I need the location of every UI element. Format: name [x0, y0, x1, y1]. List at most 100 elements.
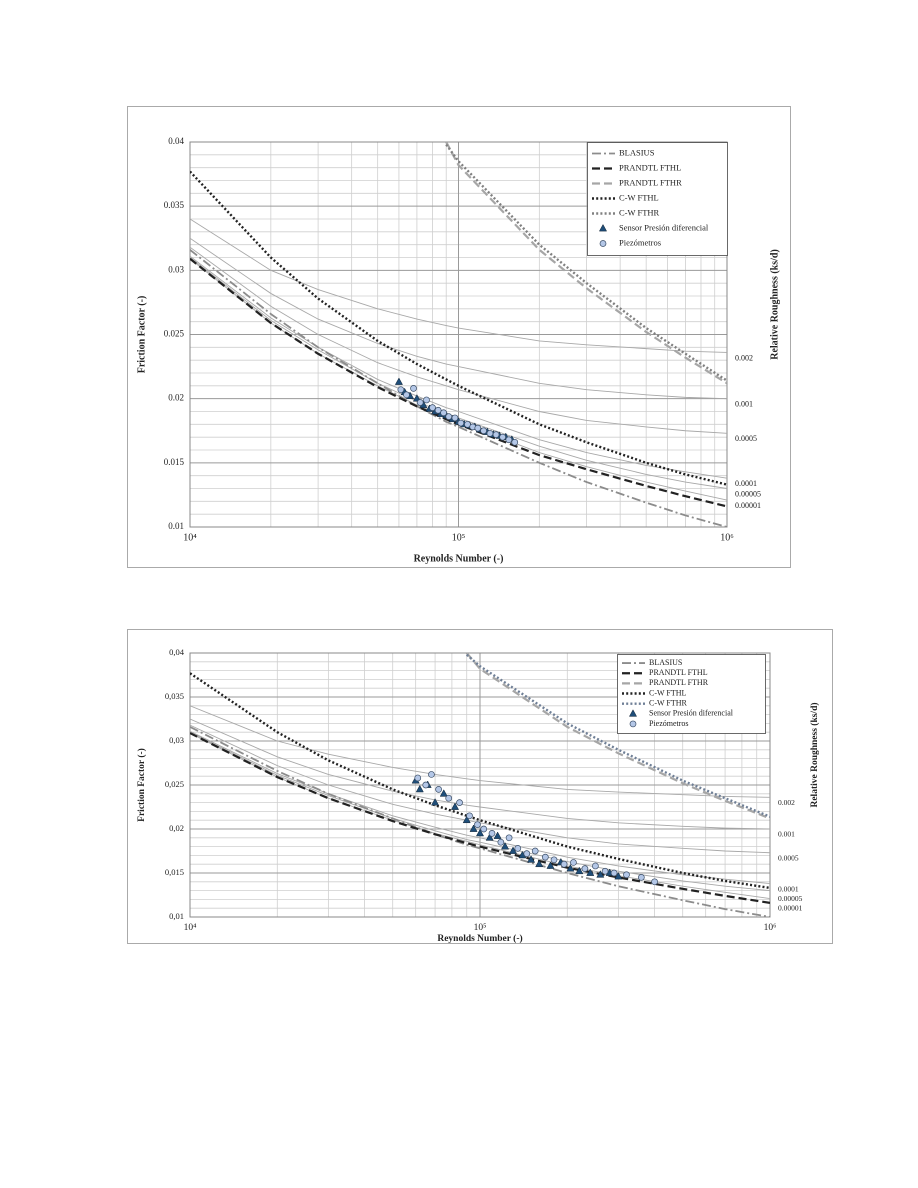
data-point: [422, 781, 430, 789]
legend-swatch: [598, 223, 608, 232]
series-line: [190, 726, 770, 917]
legend-label: Piezómetros: [619, 237, 661, 247]
y2-axis-label: Relative Roughness (ks/d): [769, 249, 780, 360]
data-point: [434, 406, 442, 414]
y-tick-label: 0.015: [164, 457, 185, 467]
y-axis-label: Friction Factor (-): [136, 748, 147, 822]
data-point: [423, 396, 430, 404]
data-point: [410, 385, 417, 392]
data-point: [586, 868, 595, 876]
roughness-curve: [190, 732, 770, 899]
data-point: [523, 850, 531, 857]
roughness-curve: [190, 718, 770, 830]
roughness-label: 0.00001: [778, 903, 803, 912]
x-tick-label: 10⁵: [474, 923, 487, 933]
data-point: [505, 436, 513, 444]
y-tick-label: 0.035: [164, 200, 185, 210]
data-point: [527, 855, 536, 863]
curves: [190, 142, 727, 527]
data-point: [511, 438, 519, 446]
legend-box: [617, 654, 766, 734]
curves: [190, 653, 770, 917]
data-point: [414, 774, 422, 782]
data-point: [475, 828, 485, 837]
roughness-label: 0.002: [735, 353, 753, 362]
legend-box: [587, 142, 728, 256]
x-tick-label: 10⁶: [764, 923, 777, 933]
roughness-label: 0.0005: [735, 434, 757, 443]
data-point: [445, 413, 453, 420]
y2-axis-label: Relative Roughness (ks/d): [809, 702, 820, 807]
data-point: [614, 871, 623, 880]
data-point: [466, 812, 473, 820]
y-tick-label: 0.025: [164, 329, 185, 339]
data-point: [535, 859, 544, 868]
roughness-curve: [190, 218, 727, 353]
data-point: [480, 825, 488, 833]
data-point: [550, 856, 558, 864]
y-tick-label: 0,03: [169, 735, 184, 745]
data-point: [566, 864, 575, 872]
data-point: [397, 386, 405, 394]
roughness-label: 0.0005: [778, 853, 799, 862]
data-point: [435, 786, 442, 793]
series-line: [190, 672, 770, 890]
y-tick-label: 0.04: [168, 136, 184, 146]
chart-frame: [127, 106, 791, 568]
series-line: [465, 653, 770, 818]
data-point: [497, 838, 505, 846]
plot-border: [189, 652, 771, 918]
roughness-label: 0.00005: [735, 489, 761, 498]
data-point: [474, 424, 482, 432]
series-line: [465, 653, 770, 820]
plot-border: [189, 141, 728, 528]
data-point: [486, 429, 494, 437]
data-point: [541, 853, 549, 861]
data-point: [488, 830, 496, 837]
legend-label: PRANDTL FTHR: [649, 678, 709, 687]
series-line: [445, 143, 727, 382]
legend-label: BLASIUS: [619, 147, 655, 157]
roughness-label: 0.0001: [735, 479, 757, 488]
y-tick-label: 0,04: [169, 647, 185, 657]
y-tick-label: 0,035: [165, 691, 184, 701]
x-tick-label: 10⁶: [720, 532, 734, 543]
data-point: [431, 798, 440, 806]
legend-label: Sensor Presión diferencial: [619, 222, 709, 232]
y-tick-label: 0,015: [165, 867, 184, 877]
y-tick-label: 0,025: [165, 779, 184, 789]
legend-label: C-W FTHR: [649, 698, 688, 707]
y-tick-label: 0,02: [169, 823, 184, 833]
roughness-label: 0.001: [778, 830, 795, 839]
data-point: [531, 847, 539, 855]
y-tick-label: 0.02: [168, 393, 184, 403]
data-point: [501, 842, 510, 850]
y-tick-label: 0,01: [169, 911, 184, 921]
roughness-label: 0.0001: [778, 884, 799, 893]
data-point: [499, 433, 506, 441]
legend-label: C-W FTHL: [649, 688, 687, 697]
roughness-curve: [190, 246, 727, 434]
data-point: [429, 404, 436, 411]
data-point: [439, 789, 448, 797]
data-point: [456, 799, 463, 806]
legend-label: C-W FTHR: [619, 207, 660, 217]
data-point: [464, 420, 471, 428]
legend-label: Piezómetros: [649, 719, 689, 728]
legend-swatch: [629, 720, 637, 728]
data-point: [514, 845, 522, 852]
data-point: [570, 859, 577, 866]
data-point: [546, 861, 555, 869]
data-point: [560, 860, 568, 868]
data-point: [509, 846, 518, 854]
data-point: [416, 399, 424, 406]
series-line: [190, 170, 727, 486]
data-point: [480, 427, 487, 435]
legend-label: C-W FTHL: [619, 192, 659, 202]
data-point: [394, 377, 403, 385]
data-point: [493, 831, 502, 839]
y-tick-label: 0.03: [168, 264, 184, 274]
x-tick-label: 10⁴: [183, 532, 197, 543]
data-point: [596, 870, 605, 878]
